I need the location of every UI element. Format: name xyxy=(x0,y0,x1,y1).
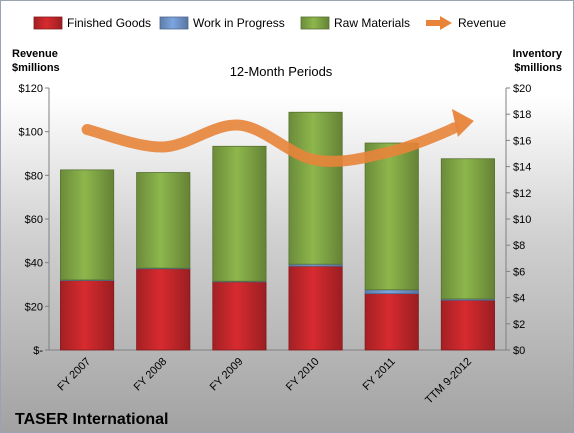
bar-raw-materials-fy-2011 xyxy=(364,142,419,291)
left-tick-label: $120 xyxy=(19,83,43,95)
left-axis-title-line2: $millions xyxy=(12,62,60,74)
legend-arrow-icon xyxy=(440,16,452,30)
bar-raw-materials-fy-2010 xyxy=(288,111,343,265)
right-tick-label: $18 xyxy=(513,109,531,121)
left-tick-label: $- xyxy=(33,345,43,357)
bar-finished-goods-fy-2007 xyxy=(60,280,115,351)
x-tick-label: FY 2008 xyxy=(132,356,170,394)
bar-finished-goods-fy-2009 xyxy=(212,281,267,351)
right-tick-label: $6 xyxy=(513,266,525,278)
x-tick-label: FY 2007 xyxy=(55,356,93,394)
right-axis-title-line1: Inventory xyxy=(512,48,562,60)
x-tick-label: FY 2010 xyxy=(284,356,322,394)
bar-raw-materials-ttm-9-2012 xyxy=(440,158,495,300)
chart-title: 12-Month Periods xyxy=(230,64,333,79)
bar-finished-goods-fy-2011 xyxy=(364,293,419,351)
left-axis-title-line1: Revenue xyxy=(12,48,58,60)
right-tick-label: $2 xyxy=(513,319,525,331)
legend-swatch-raw-materials xyxy=(300,16,330,30)
right-tick-label: $12 xyxy=(513,188,531,200)
left-tick-label: $60 xyxy=(25,214,43,226)
revenue-line xyxy=(81,119,460,167)
right-axis-title-line2: $millions xyxy=(514,62,562,74)
x-tick-label: FY 2011 xyxy=(361,356,398,393)
right-tick-label: $4 xyxy=(513,293,525,305)
plot-area: $- $20 $40 $60 $80 $100 $120 $0 $2 $4 $6 $8 $10 $12 $1… xyxy=(19,83,532,406)
bar-raw-materials-fy-2007 xyxy=(60,169,115,281)
right-tick-label: $10 xyxy=(513,214,531,226)
bar-finished-goods-ttm-9-2012 xyxy=(440,299,495,351)
legend-label-revenue: Revenue xyxy=(458,16,506,30)
legend-swatch-finished-goods xyxy=(33,16,63,30)
right-tick-label: $0 xyxy=(513,345,525,357)
legend-label-work-in-progress: Work in Progress xyxy=(193,16,285,30)
bar-finished-goods-fy-2008 xyxy=(136,268,191,351)
bar-work-in-progress-fy-2011 xyxy=(364,289,419,295)
revenue-arrowhead xyxy=(451,108,474,137)
legend-label-finished-goods: Finished Goods xyxy=(67,16,151,30)
x-tick-label: TTM 9-2012 xyxy=(423,356,474,407)
bar-raw-materials-fy-2009 xyxy=(212,145,267,282)
legend-swatch-work-in-progress xyxy=(159,16,189,30)
x-tick-label: FY 2009 xyxy=(208,356,246,394)
legend: Finished Goods Work in Progress Raw Materi… xyxy=(33,16,506,30)
left-tick-label: $40 xyxy=(25,258,43,270)
left-tick-label: $100 xyxy=(19,127,43,139)
right-tick-label: $14 xyxy=(513,162,531,174)
right-tick-label: $8 xyxy=(513,240,525,252)
company-name: TASER International xyxy=(15,411,169,428)
right-tick-label: $20 xyxy=(513,83,531,95)
legend-label-raw-materials: Raw Materials xyxy=(334,16,410,30)
left-tick-label: $80 xyxy=(25,170,43,182)
bar-raw-materials-fy-2008 xyxy=(136,172,191,269)
left-tick-label: $20 xyxy=(25,301,43,313)
bar-finished-goods-fy-2010 xyxy=(288,265,343,351)
right-tick-label: $16 xyxy=(513,135,531,147)
